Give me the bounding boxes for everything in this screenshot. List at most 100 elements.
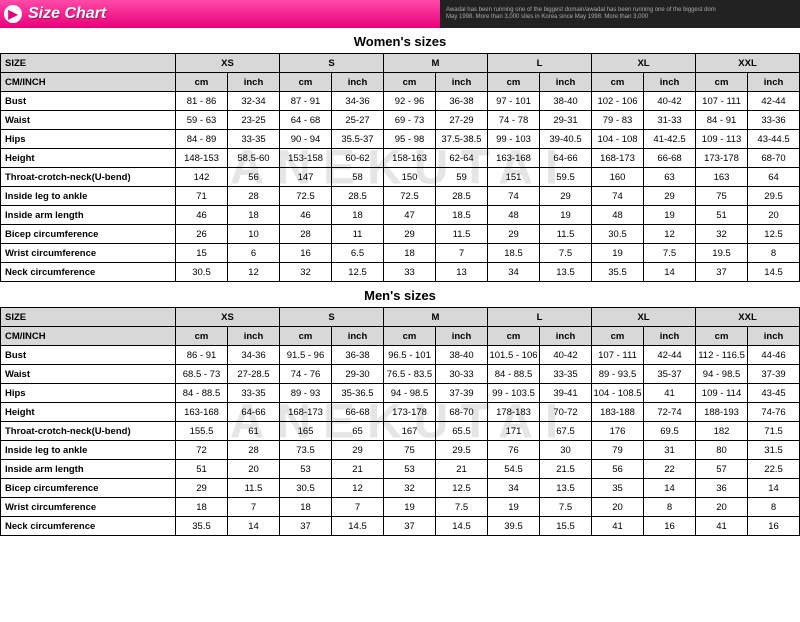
cell: 32	[384, 479, 436, 498]
th-unit-sub: cm	[176, 327, 228, 346]
th-unit-sub: inch	[748, 327, 800, 346]
cell: 160	[592, 168, 644, 187]
cell: 178-183	[488, 403, 540, 422]
cell: 18.5	[488, 244, 540, 263]
cell: 6.5	[332, 244, 384, 263]
cell: 33-36	[748, 111, 800, 130]
cell: 10	[228, 225, 280, 244]
th-unit-sub: inch	[436, 327, 488, 346]
cell: 7.5	[436, 498, 488, 517]
cell: 14	[644, 479, 696, 498]
cell: 14.5	[748, 263, 800, 282]
cell: 28	[228, 187, 280, 206]
cell: 37-39	[436, 384, 488, 403]
cell: 38-40	[540, 92, 592, 111]
row-label: Height	[1, 149, 176, 168]
cell: 75	[696, 187, 748, 206]
cell: 7	[436, 244, 488, 263]
cell: 44-46	[748, 346, 800, 365]
table-row: Hips84 - 88.533-3589 - 9335-36.594 - 98.…	[1, 384, 800, 403]
cell: 46	[176, 206, 228, 225]
table-row: Bicep circumference261028112911.52911.53…	[1, 225, 800, 244]
cell: 29	[332, 441, 384, 460]
cell: 71	[176, 187, 228, 206]
cell: 39-41	[540, 384, 592, 403]
cell: 32-34	[228, 92, 280, 111]
cell: 176	[592, 422, 644, 441]
th-unit-sub: inch	[540, 73, 592, 92]
cell: 15.5	[540, 517, 592, 536]
th-unit: CM/INCH	[1, 327, 176, 346]
cell: 72-74	[644, 403, 696, 422]
cell: 58	[332, 168, 384, 187]
cell: 18	[228, 206, 280, 225]
cell: 28	[228, 441, 280, 460]
cell: 7.5	[540, 498, 592, 517]
cell: 22.5	[748, 460, 800, 479]
cell: 29-31	[540, 111, 592, 130]
cell: 11.5	[540, 225, 592, 244]
cell: 12	[644, 225, 696, 244]
cell: 150	[384, 168, 436, 187]
cell: 35.5	[592, 263, 644, 282]
cell: 57	[696, 460, 748, 479]
cell: 99 - 103.5	[488, 384, 540, 403]
table-row: Waist59 - 6323-2564 - 6825-2769 - 7327-2…	[1, 111, 800, 130]
header-title: Size Chart	[28, 5, 106, 23]
cell: 74 - 78	[488, 111, 540, 130]
th-size-col: XXL	[696, 308, 800, 327]
table-row: Wrist circumference156166.518718.57.5197…	[1, 244, 800, 263]
th-unit-sub: cm	[176, 73, 228, 92]
cell: 66-68	[332, 403, 384, 422]
cell: 75	[384, 441, 436, 460]
cell: 36-38	[436, 92, 488, 111]
th-unit-sub: cm	[696, 73, 748, 92]
th-unit-sub: cm	[488, 73, 540, 92]
cell: 8	[748, 498, 800, 517]
cell: 64-66	[228, 403, 280, 422]
th-unit-sub: cm	[592, 327, 644, 346]
th-size-col: XL	[592, 54, 696, 73]
cell: 19	[384, 498, 436, 517]
cell: 35.5	[176, 517, 228, 536]
table-row: Waist68.5 - 7327-28.574 - 7629-3076.5 - …	[1, 365, 800, 384]
arrow-icon: ▶	[4, 5, 22, 23]
th-unit-sub: cm	[280, 73, 332, 92]
th-size-col: S	[280, 308, 384, 327]
cell: 28.5	[436, 187, 488, 206]
cell: 182	[696, 422, 748, 441]
cell: 94 - 98.5	[696, 365, 748, 384]
cell: 8	[748, 244, 800, 263]
table-row: Bust86 - 9134-3691.5 - 9636-3896.5 - 101…	[1, 346, 800, 365]
cell: 12	[332, 479, 384, 498]
cell: 35-36.5	[332, 384, 384, 403]
cell: 13.5	[540, 263, 592, 282]
cell: 95 - 98	[384, 130, 436, 149]
cell: 94 - 98.5	[384, 384, 436, 403]
cell: 37	[280, 517, 332, 536]
cell: 155.5	[176, 422, 228, 441]
cell: 173-178	[696, 149, 748, 168]
cell: 35.5-37	[332, 130, 384, 149]
cell: 109 - 114	[696, 384, 748, 403]
cell: 18	[332, 206, 384, 225]
cell: 48	[592, 206, 644, 225]
cell: 59	[436, 168, 488, 187]
th-unit-sub: inch	[332, 327, 384, 346]
th-unit-sub: inch	[644, 327, 696, 346]
th-unit-sub: cm	[592, 73, 644, 92]
th-size-col: L	[488, 308, 592, 327]
cell: 151	[488, 168, 540, 187]
table-row: Throat-crotch-neck(U-bend)155.5611656516…	[1, 422, 800, 441]
cell: 28.5	[332, 187, 384, 206]
cell: 8	[644, 498, 696, 517]
row-label: Bicep circumference	[1, 225, 176, 244]
row-label: Hips	[1, 384, 176, 403]
section-title: Men's sizes	[0, 282, 800, 307]
row-label: Bust	[1, 346, 176, 365]
cell: 43-45	[748, 384, 800, 403]
cell: 12.5	[748, 225, 800, 244]
th-unit: CM/INCH	[1, 73, 176, 92]
cell: 30.5	[592, 225, 644, 244]
cell: 37	[696, 263, 748, 282]
